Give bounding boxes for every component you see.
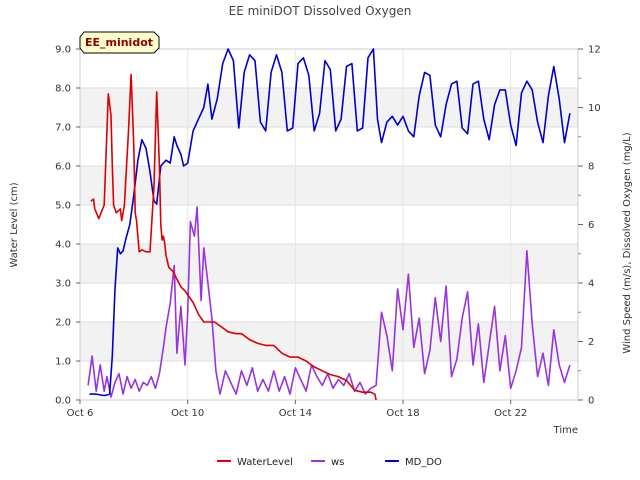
- background-band: [80, 166, 578, 205]
- x-axis-title: Time: [553, 425, 578, 436]
- right-tick-label: 8: [588, 162, 594, 173]
- chart-title: EE miniDOT Dissolved Oxygen: [229, 4, 412, 18]
- background-bands: [80, 88, 578, 361]
- right-tick-label: 0: [588, 396, 594, 407]
- left-tick-label: 8.0: [55, 84, 71, 95]
- station-badge-label: EE_minidot: [85, 36, 153, 49]
- background-band: [80, 88, 578, 127]
- left-tick-label: 6.0: [55, 162, 71, 173]
- left-tick-label: 0.0: [55, 396, 71, 407]
- legend-label-md-do: MD_DO: [405, 457, 442, 468]
- left-y-axis-title: Water Level (cm): [9, 182, 20, 267]
- series-line-waterlevel: [90, 73, 377, 401]
- left-tick-label: 3.0: [55, 279, 71, 290]
- left-tick-label: 1.0: [55, 357, 71, 368]
- left-tick-label: 5.0: [55, 201, 71, 212]
- background-band: [80, 322, 578, 361]
- series-line-md-do: [89, 48, 571, 397]
- right-tick-label: 10: [588, 103, 601, 114]
- legend: WaterLevel ws MD_DO: [217, 457, 442, 468]
- right-tick-label: 12: [588, 45, 601, 56]
- x-tick-label: Oct 14: [279, 408, 312, 419]
- left-y-axis: 0.0 1.0 2.0 3.0 4.0 5.0 6.0 7.0 8.0 9.0: [55, 45, 80, 407]
- right-y-axis: 0 2 4 6 8 10 12: [578, 45, 601, 407]
- left-tick-label: 7.0: [55, 123, 71, 134]
- x-tick-label: Oct 18: [386, 408, 419, 419]
- right-y-axis-title: Wind Speed (m/s), Dissolved Oxygen (mg/L…: [622, 132, 633, 353]
- left-tick-label: 9.0: [55, 45, 71, 56]
- x-tick-label: Oct 22: [494, 408, 527, 419]
- x-tick-label: Oct 6: [67, 408, 94, 419]
- series-layer: [87, 48, 571, 401]
- right-tick-label: 2: [588, 337, 594, 348]
- left-tick-label: 4.0: [55, 240, 71, 251]
- right-tick-label: 6: [588, 220, 594, 231]
- legend-label-waterlevel: WaterLevel: [237, 457, 293, 468]
- background-band: [80, 244, 578, 283]
- x-tick-label: Oct 10: [171, 408, 204, 419]
- x-axis: Oct 6 Oct 10 Oct 14 Oct 18 Oct 22: [67, 400, 527, 419]
- left-tick-label: 2.0: [55, 318, 71, 329]
- right-tick-label: 4: [588, 279, 594, 290]
- legend-label-ws: ws: [331, 457, 344, 468]
- station-badge: EE_minidot: [79, 31, 160, 54]
- series-line-ws: [87, 206, 571, 398]
